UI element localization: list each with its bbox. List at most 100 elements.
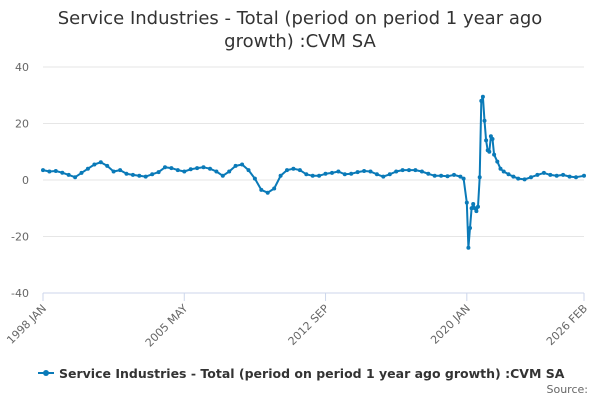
- data-point-20: [169, 166, 174, 171]
- data-point-3: [60, 170, 65, 175]
- data-point-58: [413, 168, 418, 173]
- data-point-62: [439, 173, 444, 178]
- data-point-44: [323, 171, 328, 176]
- data-point-8: [92, 162, 97, 167]
- data-point-26: [208, 166, 212, 171]
- data-point-42: [310, 173, 315, 178]
- x-tick-label-4: 2026 FEB: [544, 302, 590, 348]
- gridlines: [43, 66, 584, 237]
- data-point-43: [317, 173, 322, 178]
- data-point-84: [492, 152, 497, 157]
- data-point-40: [297, 168, 302, 173]
- x-tick-label-2: 2012 SEP: [286, 302, 332, 348]
- data-point-6: [79, 170, 84, 175]
- data-point-67: [464, 200, 469, 205]
- data-point-28: [220, 173, 225, 178]
- data-point-2: [53, 169, 58, 173]
- data-point-90: [516, 176, 521, 181]
- data-point-97: [561, 172, 566, 177]
- data-point-36: [272, 186, 277, 191]
- data-point-23: [188, 167, 193, 172]
- data-point-79: [484, 138, 489, 143]
- y-tick-label-2: 0: [22, 174, 29, 187]
- data-point-52: [374, 172, 379, 177]
- x-axis: 1998 JAN 2005 MAY 2012 SEP 2020 JAN 2026 FEB: [4, 292, 590, 350]
- data-point-94: [541, 170, 546, 175]
- data-point-31: [240, 162, 245, 167]
- source-label: Source:: [546, 383, 589, 396]
- data-point-17: [150, 172, 155, 177]
- y-tick-label-3: -20: [11, 231, 29, 244]
- data-point-46: [336, 169, 341, 174]
- data-point-100: [582, 173, 586, 178]
- y-axis: 40 20 0 -20 -40: [11, 61, 29, 300]
- data-point-65: [458, 174, 463, 179]
- data-point-61: [432, 173, 437, 178]
- x-tick-label-1: 2005 MAY: [143, 302, 191, 350]
- data-point-16: [143, 174, 148, 179]
- legend[interactable]: Service Industries - Total (period on pe…: [38, 364, 564, 382]
- data-point-7: [85, 166, 90, 171]
- data-point-15: [137, 173, 142, 178]
- data-point-9: [98, 160, 103, 165]
- data-point-93: [535, 172, 540, 177]
- data-point-73: [474, 209, 479, 214]
- chart-title: Service Industries - Total (period on pe…: [57, 8, 543, 52]
- data-point-76: [479, 98, 484, 103]
- data-point-77: [480, 94, 485, 99]
- data-point-75: [477, 175, 482, 180]
- data-point-74: [476, 204, 480, 209]
- data-point-51: [368, 169, 373, 174]
- data-point-21: [175, 168, 180, 173]
- data-point-11: [111, 169, 116, 174]
- data-point-68: [466, 245, 471, 250]
- data-point-71: [471, 202, 476, 206]
- data-point-10: [105, 163, 110, 168]
- data-point-60: [426, 171, 431, 176]
- data-point-85: [495, 159, 500, 164]
- data-point-69: [468, 226, 472, 230]
- y-tick-label-0: 40: [15, 61, 29, 74]
- data-point-57: [407, 168, 411, 173]
- data-point-59: [419, 169, 424, 174]
- data-point-29: [227, 169, 232, 174]
- data-point-96: [554, 173, 559, 178]
- data-point-13: [124, 171, 129, 176]
- data-point-25: [201, 165, 206, 170]
- data-point-54: [387, 172, 392, 177]
- series-group: [41, 94, 586, 250]
- x-tick-label-3: 2020 JAN: [428, 302, 473, 347]
- data-point-55: [394, 169, 399, 174]
- data-point-32: [246, 168, 251, 173]
- data-point-53: [381, 174, 386, 179]
- data-point-41: [304, 172, 309, 177]
- data-point-70: [469, 206, 474, 211]
- data-point-1: [47, 169, 52, 174]
- data-point-78: [482, 118, 487, 123]
- data-point-22: [182, 169, 187, 174]
- data-point-18: [156, 170, 161, 175]
- data-point-50: [362, 169, 367, 173]
- data-point-56: [400, 168, 405, 173]
- legend-label: Service Industries - Total (period on pe…: [59, 365, 565, 381]
- data-point-98: [567, 174, 572, 179]
- data-point-38: [285, 168, 289, 173]
- data-point-14: [130, 172, 135, 177]
- data-point-4: [66, 172, 71, 177]
- data-point-35: [265, 190, 270, 195]
- data-point-30: [233, 163, 238, 168]
- data-point-49: [355, 170, 360, 175]
- data-point-86: [498, 166, 503, 171]
- y-tick-label-4: -40: [11, 287, 29, 300]
- data-point-34: [259, 187, 264, 192]
- data-point-95: [548, 172, 553, 177]
- data-point-24: [195, 166, 200, 171]
- data-point-87: [501, 169, 506, 174]
- data-point-48: [349, 171, 354, 176]
- data-point-83: [490, 137, 495, 141]
- data-point-45: [330, 170, 334, 175]
- data-point-66: [461, 176, 466, 181]
- data-point-81: [487, 149, 492, 154]
- data-point-0: [41, 168, 45, 173]
